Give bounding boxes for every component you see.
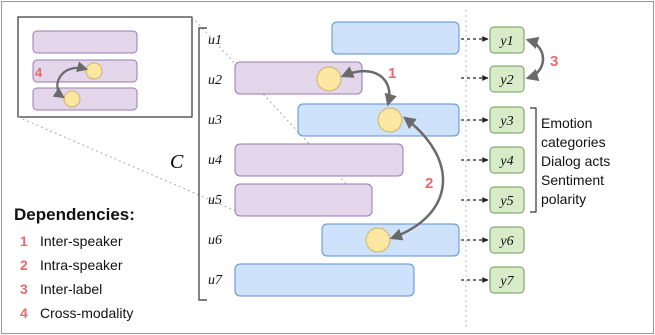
label-text-2: y2 — [498, 73, 513, 88]
dependencies-title: Dependencies: — [14, 205, 135, 224]
utterance-box-4 — [234, 143, 404, 177]
legend-number-3: 3 — [20, 281, 28, 297]
intra-speaker-arrow — [389, 116, 445, 241]
inset-modality-1 — [32, 30, 138, 54]
legend-number-2: 2 — [20, 257, 28, 273]
utterance-label-4: u4 — [208, 153, 222, 168]
label-box-7 — [489, 266, 525, 294]
label-type-line-3: Dialog acts — [541, 153, 610, 169]
label-text-6: y6 — [498, 234, 513, 249]
cross-modality-arrow — [52, 61, 89, 99]
inter-label-arrow — [525, 36, 545, 82]
inset-modality-3 — [32, 87, 138, 111]
utterance-label-6: u6 — [208, 233, 222, 248]
label-type-line-5: polarity — [541, 191, 586, 207]
context-symbol: C — [170, 151, 184, 173]
label-box-1 — [489, 26, 525, 54]
inset-modality-2 — [32, 59, 138, 83]
utterance-box-2 — [234, 61, 363, 95]
label-box-5 — [489, 186, 525, 214]
utterance-label-5: u5 — [208, 193, 222, 208]
label-text-1: y1 — [498, 34, 513, 49]
legend-number-4: 4 — [20, 305, 28, 321]
zoom-line-top — [191, 16, 373, 213]
utterance-label-1: u1 — [208, 33, 222, 48]
label-type-line-4: Sentiment — [541, 172, 604, 188]
legend-label-4: Cross-modality — [40, 305, 133, 321]
label-text-5: y5 — [498, 194, 513, 209]
legend-label-1: Inter-speaker — [40, 233, 123, 249]
utterance-box-1 — [331, 21, 460, 55]
utterance-label-2: u2 — [208, 73, 222, 88]
context-bracket — [198, 27, 207, 301]
utterance-label-7: u7 — [208, 273, 223, 288]
inset-number: 4 — [35, 65, 43, 80]
inset-node-b — [63, 90, 81, 108]
label-text-4: y4 — [498, 154, 513, 169]
label-box-4 — [489, 146, 525, 174]
node-u6 — [365, 227, 391, 253]
label-text-3: y3 — [498, 114, 513, 129]
inset-node-a — [85, 62, 103, 80]
utterance-box-7 — [234, 263, 415, 297]
label-text-7: y7 — [498, 274, 514, 289]
label-box-6 — [489, 226, 525, 254]
inter-speaker-number: 1 — [388, 65, 396, 82]
label-type-line-1: Emotion — [541, 115, 592, 131]
utterance-box-5 — [234, 183, 373, 217]
node-u2 — [316, 66, 342, 92]
inter-speaker-arrow — [340, 66, 397, 107]
legend-number-1: 1 — [20, 233, 28, 249]
label-box-3 — [489, 106, 525, 134]
legend-label-3: Inter-label — [40, 281, 102, 297]
legend-label-2: Intra-speaker — [40, 257, 123, 273]
node-u3 — [377, 107, 403, 133]
label-box-2 — [489, 65, 525, 93]
zoom-line-bottom — [17, 116, 237, 212]
label-types-bracket — [530, 107, 537, 213]
label-type-line-2: categories — [541, 134, 606, 150]
intra-speaker-number: 2 — [425, 175, 433, 192]
inter-label-number: 3 — [550, 53, 558, 70]
utterance-label-3: u3 — [208, 113, 222, 128]
